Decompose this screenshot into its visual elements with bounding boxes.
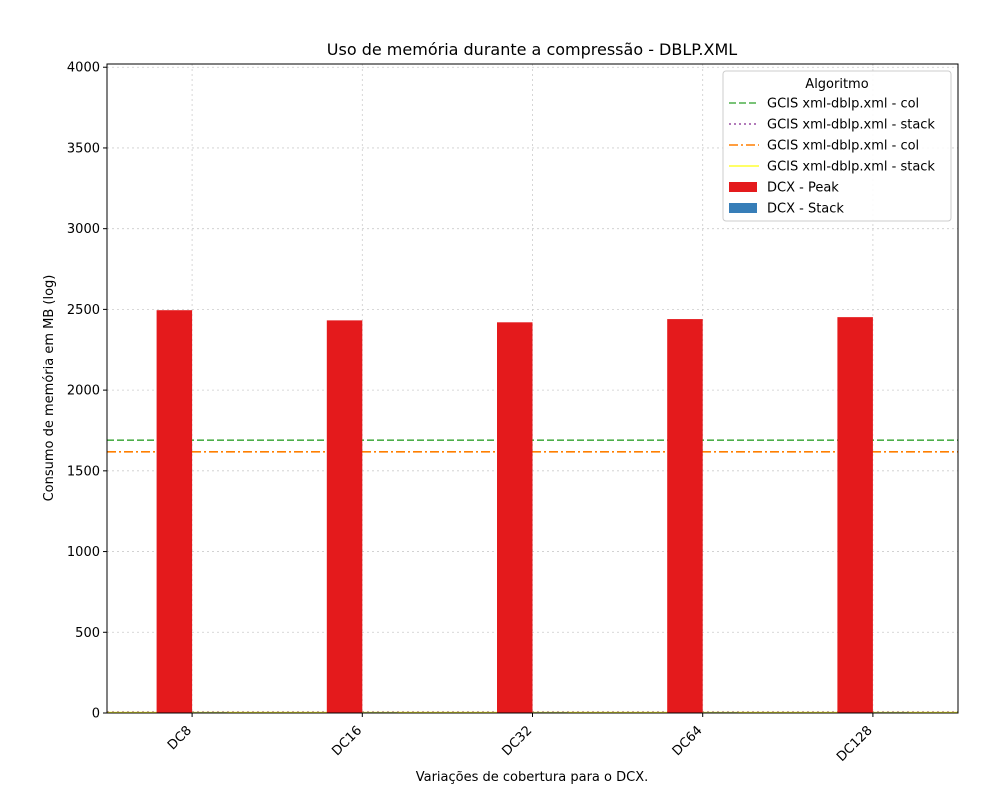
y-axis-title: Consumo de memória em MB (log) xyxy=(42,275,57,502)
y-tick-label: 500 xyxy=(75,626,100,641)
bar-dcx-peak-dc64 xyxy=(667,319,703,713)
x-tick-label: DC32 xyxy=(500,723,536,759)
legend-label: GCIS xml-dblp.xml - stack xyxy=(767,118,935,133)
y-tick-label: 3000 xyxy=(67,222,100,237)
legend-label: GCIS xml-dblp.xml - stack xyxy=(767,160,935,175)
bars xyxy=(156,310,909,713)
legend-label: GCIS xml-dblp.xml - col xyxy=(767,139,919,154)
x-tick-label: DC8 xyxy=(165,723,195,753)
legend-label: GCIS xml-dblp.xml - col xyxy=(767,97,919,112)
legend-title: Algoritmo xyxy=(805,77,868,92)
x-axis-title: Variações de cobertura para o DCX. xyxy=(416,770,649,785)
y-tick-label: 1500 xyxy=(67,464,100,479)
legend-label: DCX - Peak xyxy=(767,181,839,196)
bar-dcx-peak-dc16 xyxy=(326,320,363,713)
bar-dcx-peak-dc8 xyxy=(156,310,193,713)
legend-box xyxy=(722,70,952,222)
x-axis-ticks: DC8 DC16 DC32 DC64 DC128 xyxy=(165,713,876,765)
y-tick-label: 4000 xyxy=(67,61,100,76)
y-tick-label: 2000 xyxy=(67,384,100,399)
legend: Algoritmo GCIS xml-dblp.xml - col GCIS xml… xyxy=(722,70,952,222)
x-tick-label: DC16 xyxy=(329,723,365,759)
x-tick-label: DC64 xyxy=(670,723,706,759)
x-tick-label: DC128 xyxy=(834,723,876,765)
bar-dcx-peak-dc128 xyxy=(837,317,873,713)
bar-dcx-peak-dc32 xyxy=(497,322,533,713)
legend-swatch-bar xyxy=(729,182,757,192)
chart-title: Uso de memória durante a compressão - DB… xyxy=(327,40,737,59)
y-tick-label: 0 xyxy=(92,707,100,722)
y-axis-ticks: 0 500 1000 1500 2000 2500 3000 3500 4000 xyxy=(67,61,107,722)
legend-swatch-bar xyxy=(729,203,757,213)
y-tick-label: 3500 xyxy=(67,141,100,156)
y-tick-label: 1000 xyxy=(67,545,100,560)
y-tick-label: 2500 xyxy=(67,303,100,318)
legend-label: DCX - Stack xyxy=(767,202,844,217)
